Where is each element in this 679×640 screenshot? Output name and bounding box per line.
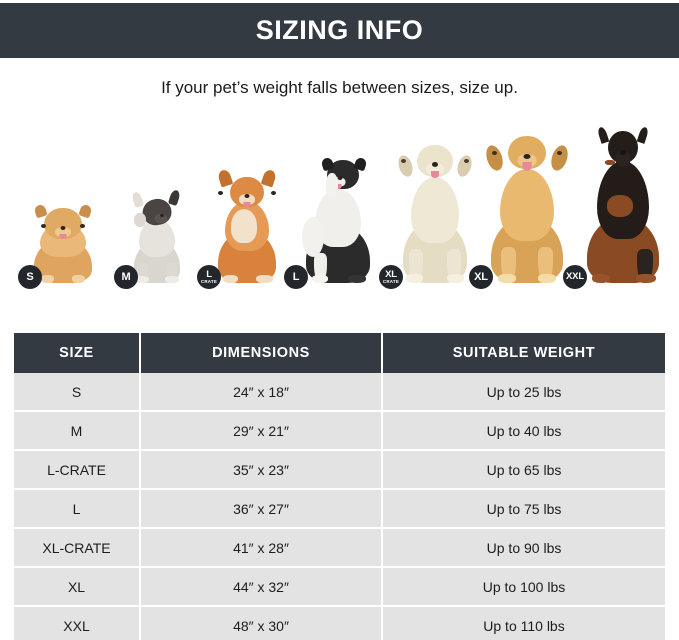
cell-dimensions: 35″ x 23″: [141, 451, 383, 488]
column-header-suitable-weight: SUITABLE WEIGHT: [452, 345, 596, 361]
size-badge-l-crate-label: L: [206, 268, 212, 280]
cell-size: XXL: [14, 607, 141, 640]
dog-illustration-s: [30, 203, 96, 283]
table-row: M 29″ x 21″ Up to 40 lbs: [14, 412, 665, 451]
size-badge-m: M: [114, 265, 138, 289]
size-badge-s-label: S: [26, 270, 34, 283]
page-title: SIZING INFO: [255, 15, 424, 45]
cell-size: L: [14, 490, 141, 527]
cell-size: L-CRATE: [14, 451, 141, 488]
cell-dimensions: 44″ x 32″: [141, 568, 383, 605]
size-badge-l-crate-sublabel: CRATE: [200, 278, 218, 284]
dog-illustration-m: [126, 188, 188, 283]
cell-dimensions: 36″ x 27″: [141, 490, 383, 527]
dog-illustration-l-crate: [209, 168, 285, 283]
size-badge-xxl: XXL: [563, 265, 587, 289]
table-row: S 24″ x 18″ Up to 25 lbs: [14, 373, 665, 412]
table-row: XL 44″ x 32″ Up to 100 lbs: [14, 568, 665, 607]
table-row: L-CRATE 35″ x 23″ Up to 65 lbs: [14, 451, 665, 490]
column-header-dimensions: DIMENSIONS: [141, 333, 383, 373]
cell-dimensions: 24″ x 18″: [141, 373, 383, 410]
subtitle-note: If your pet’s weight falls between sizes…: [161, 78, 518, 97]
cell-size: XL-CRATE: [14, 529, 141, 566]
dog-size-lineup: S M: [0, 126, 679, 295]
dog-illustration-xxl: [575, 126, 671, 283]
cell-dimensions: 29″ x 21″: [141, 412, 383, 449]
cell-weight: Up to 40 lbs: [486, 422, 562, 439]
cell-weight: Up to 65 lbs: [486, 461, 562, 478]
size-badge-xxl-label: XXL: [566, 271, 584, 283]
size-badge-s: S: [18, 265, 42, 289]
cell-dimensions: 41″ x 28″: [141, 529, 383, 566]
cell-weight: Up to 100 lbs: [482, 578, 566, 595]
title-bar: SIZING INFO: [0, 3, 679, 58]
cell-size: S: [14, 373, 141, 410]
size-badge-l: L: [284, 265, 308, 289]
cell-dimensions: 48″ x 30″: [141, 607, 383, 640]
table-row: XL-CRATE 41″ x 28″ Up to 90 lbs: [14, 529, 665, 568]
cell-weight: Up to 25 lbs: [486, 383, 562, 400]
size-badge-xl-label: XL: [474, 270, 488, 283]
cell-weight: Up to 90 lbs: [486, 539, 562, 556]
table-header-row: SIZE DIMENSIONS SUITABLE WEIGHT: [14, 333, 665, 373]
column-header-size: SIZE: [14, 333, 141, 373]
size-badge-xl: XL: [469, 265, 493, 289]
size-badge-m-label: M: [121, 270, 131, 283]
size-badge-l-label: L: [292, 270, 300, 283]
table-row: L 36″ x 27″ Up to 75 lbs: [14, 490, 665, 529]
size-badge-xl-crate-sublabel: CRATE: [382, 278, 400, 284]
size-badge-xl-crate-label: XL: [385, 268, 397, 280]
cell-weight: Up to 75 lbs: [486, 500, 562, 517]
size-badge-xl-crate: XL CRATE: [379, 265, 403, 289]
table-row: XXL 48″ x 30″ Up to 110 lbs: [14, 607, 665, 640]
sizing-table: SIZE DIMENSIONS SUITABLE WEIGHT S 24″ x …: [14, 333, 665, 640]
cell-size: XL: [14, 568, 141, 605]
dog-illustration-xl-crate: [391, 143, 479, 283]
dog-illustration-l: [296, 155, 380, 283]
dog-illustration-xl: [481, 135, 573, 283]
cell-weight: Up to 110 lbs: [483, 617, 565, 634]
size-badge-l-crate: L CRATE: [197, 265, 221, 289]
cell-size: M: [14, 412, 141, 449]
